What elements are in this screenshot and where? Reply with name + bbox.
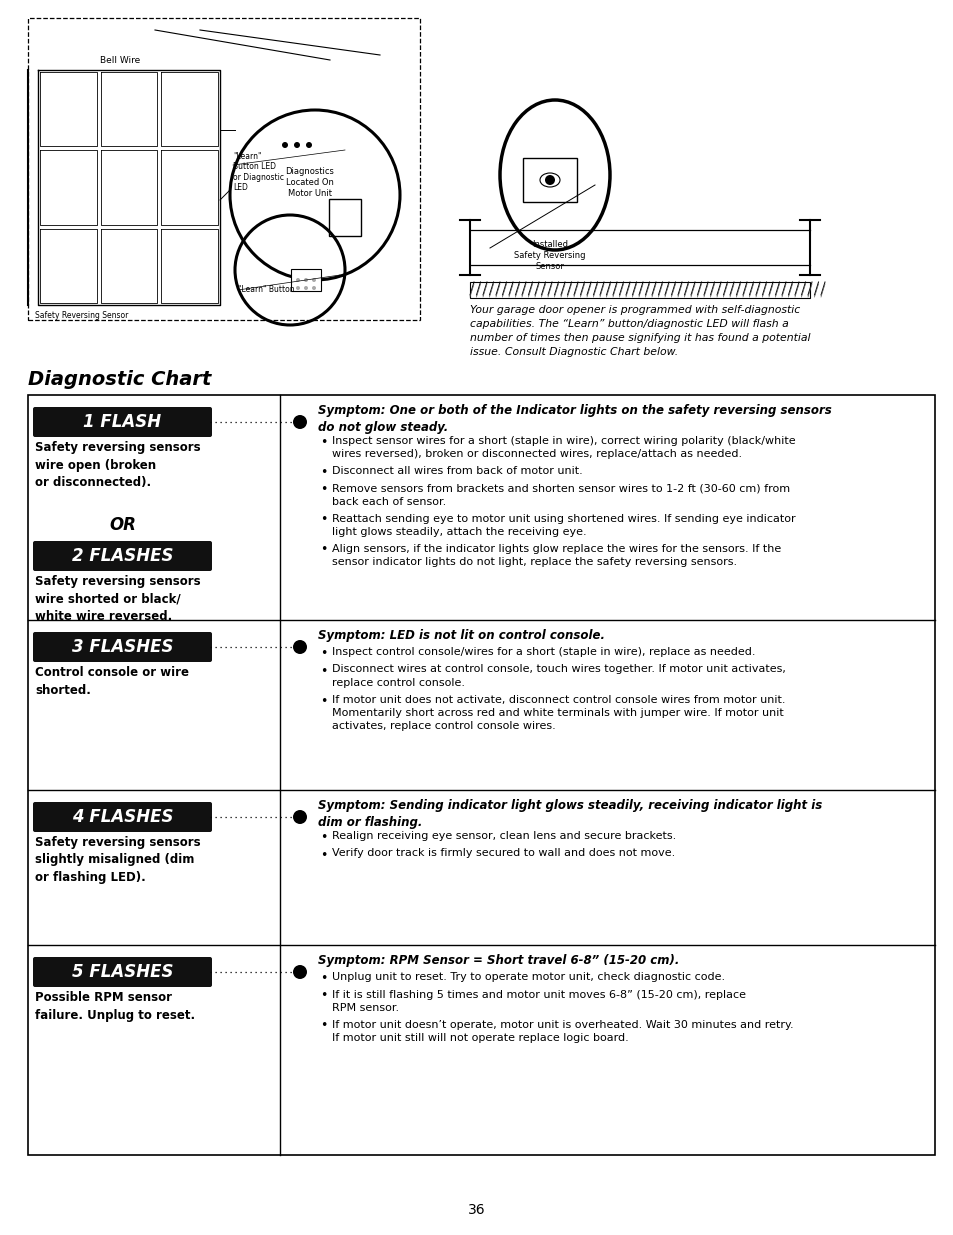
Text: Remove sensors from brackets and shorten sensor wires to 1-2 ft (30-60 cm) from
: Remove sensors from brackets and shorten… [332, 483, 789, 506]
Text: Symptom: One or both of the Indicator lights on the safety reversing sensors
do : Symptom: One or both of the Indicator li… [317, 404, 831, 433]
Text: •: • [319, 848, 327, 862]
Circle shape [295, 287, 299, 290]
Text: •: • [319, 543, 327, 557]
Circle shape [312, 287, 315, 290]
Text: Inspect control console/wires for a short (staple in wire), replace as needed.: Inspect control console/wires for a shor… [332, 647, 755, 657]
Text: •: • [319, 664, 327, 678]
Text: Symptom: LED is not lit on control console.: Symptom: LED is not lit on control conso… [317, 629, 604, 642]
Text: 3 FLASHES: 3 FLASHES [71, 638, 173, 656]
Circle shape [544, 175, 555, 185]
Circle shape [293, 640, 307, 655]
Text: OR: OR [109, 516, 135, 534]
Text: Safety reversing sensors
wire open (broken
or disconnected).: Safety reversing sensors wire open (brok… [35, 441, 200, 489]
Text: Safety reversing sensors
wire shorted or black/
white wire reversed.: Safety reversing sensors wire shorted or… [35, 576, 200, 622]
Text: Realign receiving eye sensor, clean lens and secure brackets.: Realign receiving eye sensor, clean lens… [332, 831, 676, 841]
FancyBboxPatch shape [33, 802, 212, 832]
Text: •: • [319, 831, 327, 844]
Text: •: • [319, 694, 327, 708]
Text: Unplug unit to reset. Try to operate motor unit, check diagnostic code.: Unplug unit to reset. Try to operate mot… [332, 972, 724, 982]
Circle shape [312, 278, 315, 282]
Circle shape [306, 142, 312, 148]
Text: Diagnostics
Located On
Motor Unit: Diagnostics Located On Motor Unit [285, 167, 335, 198]
Text: Bell Wire: Bell Wire [100, 56, 140, 65]
FancyBboxPatch shape [28, 395, 934, 1155]
Circle shape [293, 415, 307, 429]
Text: "Learn" Button: "Learn" Button [237, 285, 294, 294]
Text: •: • [319, 436, 327, 450]
Text: Disconnect wires at control console, touch wires together. If motor unit activat: Disconnect wires at control console, tou… [332, 664, 785, 688]
Circle shape [294, 142, 299, 148]
Text: Installed
Safety Reversing
Sensor: Installed Safety Reversing Sensor [514, 240, 585, 272]
Circle shape [293, 965, 307, 979]
FancyBboxPatch shape [33, 541, 212, 571]
Circle shape [304, 287, 308, 290]
Text: Control console or wire
shorted.: Control console or wire shorted. [35, 666, 189, 697]
FancyBboxPatch shape [291, 269, 320, 291]
Text: •: • [319, 1020, 327, 1032]
FancyBboxPatch shape [329, 199, 360, 236]
Text: Inspect sensor wires for a short (staple in wire), correct wiring polarity (blac: Inspect sensor wires for a short (staple… [332, 436, 795, 459]
Text: 36: 36 [468, 1203, 485, 1216]
Text: Safety reversing sensors
slightly misaligned (dim
or flashing LED).: Safety reversing sensors slightly misali… [35, 836, 200, 884]
Text: 4 FLASHES: 4 FLASHES [71, 808, 173, 826]
Text: Your garage door opener is programmed with self-diagnostic
capabilities. The “Le: Your garage door opener is programmed wi… [470, 305, 810, 357]
Text: 5 FLASHES: 5 FLASHES [71, 963, 173, 981]
Text: If it is still flashing 5 times and motor unit moves 6-8” (15-20 cm), replace
RP: If it is still flashing 5 times and moto… [332, 989, 745, 1013]
Text: Disconnect all wires from back of motor unit.: Disconnect all wires from back of motor … [332, 466, 582, 475]
Text: Safety Reversing Sensor: Safety Reversing Sensor [35, 311, 129, 320]
FancyBboxPatch shape [33, 632, 212, 662]
Text: Align sensors, if the indicator lights glow replace the wires for the sensors. I: Align sensors, if the indicator lights g… [332, 543, 781, 567]
FancyBboxPatch shape [522, 158, 577, 203]
Circle shape [293, 810, 307, 824]
Text: •: • [319, 972, 327, 986]
Circle shape [282, 142, 288, 148]
Text: •: • [319, 647, 327, 659]
FancyBboxPatch shape [33, 408, 212, 437]
Text: "Learn"
Button LED
or Diagnostic
LED: "Learn" Button LED or Diagnostic LED [233, 152, 284, 193]
Text: •: • [319, 989, 327, 1003]
Text: 1 FLASH: 1 FLASH [83, 412, 161, 431]
FancyBboxPatch shape [33, 957, 212, 987]
Text: If motor unit doesn’t operate, motor unit is overheated. Wait 30 minutes and ret: If motor unit doesn’t operate, motor uni… [332, 1020, 793, 1042]
Text: Possible RPM sensor
failure. Unplug to reset.: Possible RPM sensor failure. Unplug to r… [35, 990, 195, 1021]
Text: Diagnostic Chart: Diagnostic Chart [28, 370, 212, 389]
Text: Symptom: RPM Sensor = Short travel 6-8” (15-20 cm).: Symptom: RPM Sensor = Short travel 6-8” … [317, 953, 679, 967]
Circle shape [304, 278, 308, 282]
FancyBboxPatch shape [470, 282, 809, 298]
Text: •: • [319, 514, 327, 526]
Text: Reattach sending eye to motor unit using shortened wires. If sending eye indicat: Reattach sending eye to motor unit using… [332, 514, 795, 536]
Text: Symptom: Sending indicator light glows steadily, receiving indicator light is
di: Symptom: Sending indicator light glows s… [317, 799, 821, 829]
Text: •: • [319, 466, 327, 479]
Circle shape [295, 278, 299, 282]
Text: 2 FLASHES: 2 FLASHES [71, 547, 173, 564]
Text: If motor unit does not activate, disconnect control console wires from motor uni: If motor unit does not activate, disconn… [332, 694, 784, 731]
Text: •: • [319, 483, 327, 496]
Text: Verify door track is firmly secured to wall and does not move.: Verify door track is firmly secured to w… [332, 848, 675, 858]
